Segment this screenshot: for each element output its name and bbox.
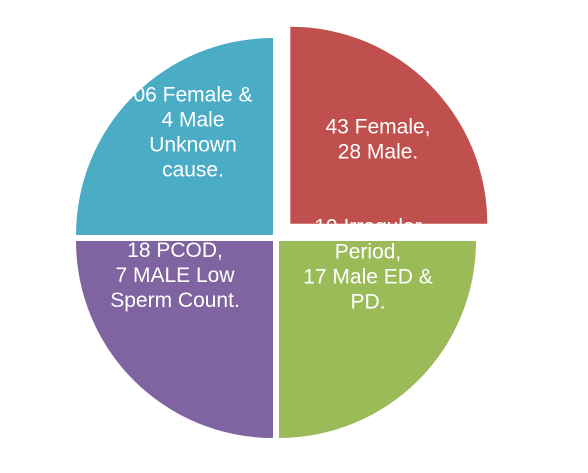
slice-label-line: Sperm Count.	[110, 289, 240, 312]
pie-slice-2	[279, 241, 476, 438]
slice-label-line: 06 Female &	[133, 84, 252, 107]
slice-label-line: 4 Male	[161, 109, 224, 132]
slice-label-line: 7 MALE Low	[115, 264, 235, 287]
slice-label-1: 43 Female, 28 Male.	[325, 116, 430, 164]
slice-label-line: Unknown	[149, 134, 237, 157]
slice-label-2: 19 Irregular Period, 17 Male ED & PD.	[303, 216, 433, 314]
slice-label-line: 43 Female,	[325, 116, 430, 139]
slice-label-line: 28 Male.	[338, 141, 419, 164]
slice-label-line: 19 Irregular	[314, 216, 421, 239]
slice-label-line: cause.	[162, 159, 224, 182]
pie-slice-group-3	[76, 241, 273, 438]
slice-label-line: 18 PCOD,	[127, 239, 223, 262]
slice-label-line: Period,	[335, 241, 402, 264]
pie-slice-4	[76, 38, 273, 235]
pie-slice-group-1	[290, 26, 488, 224]
pie-slice-group-4	[76, 38, 273, 235]
pie-slice-1	[290, 26, 488, 224]
slice-label-line: PD.	[350, 291, 385, 314]
pie-slice-3	[76, 241, 273, 438]
slice-label-4: 06 Female & 4 Male Unknown cause.	[133, 84, 252, 182]
pie-slice-group-2	[279, 241, 476, 438]
slice-label-3: 18 PCOD, 7 MALE Low Sperm Count.	[110, 239, 240, 312]
slice-label-line: 17 Male ED &	[303, 266, 433, 289]
